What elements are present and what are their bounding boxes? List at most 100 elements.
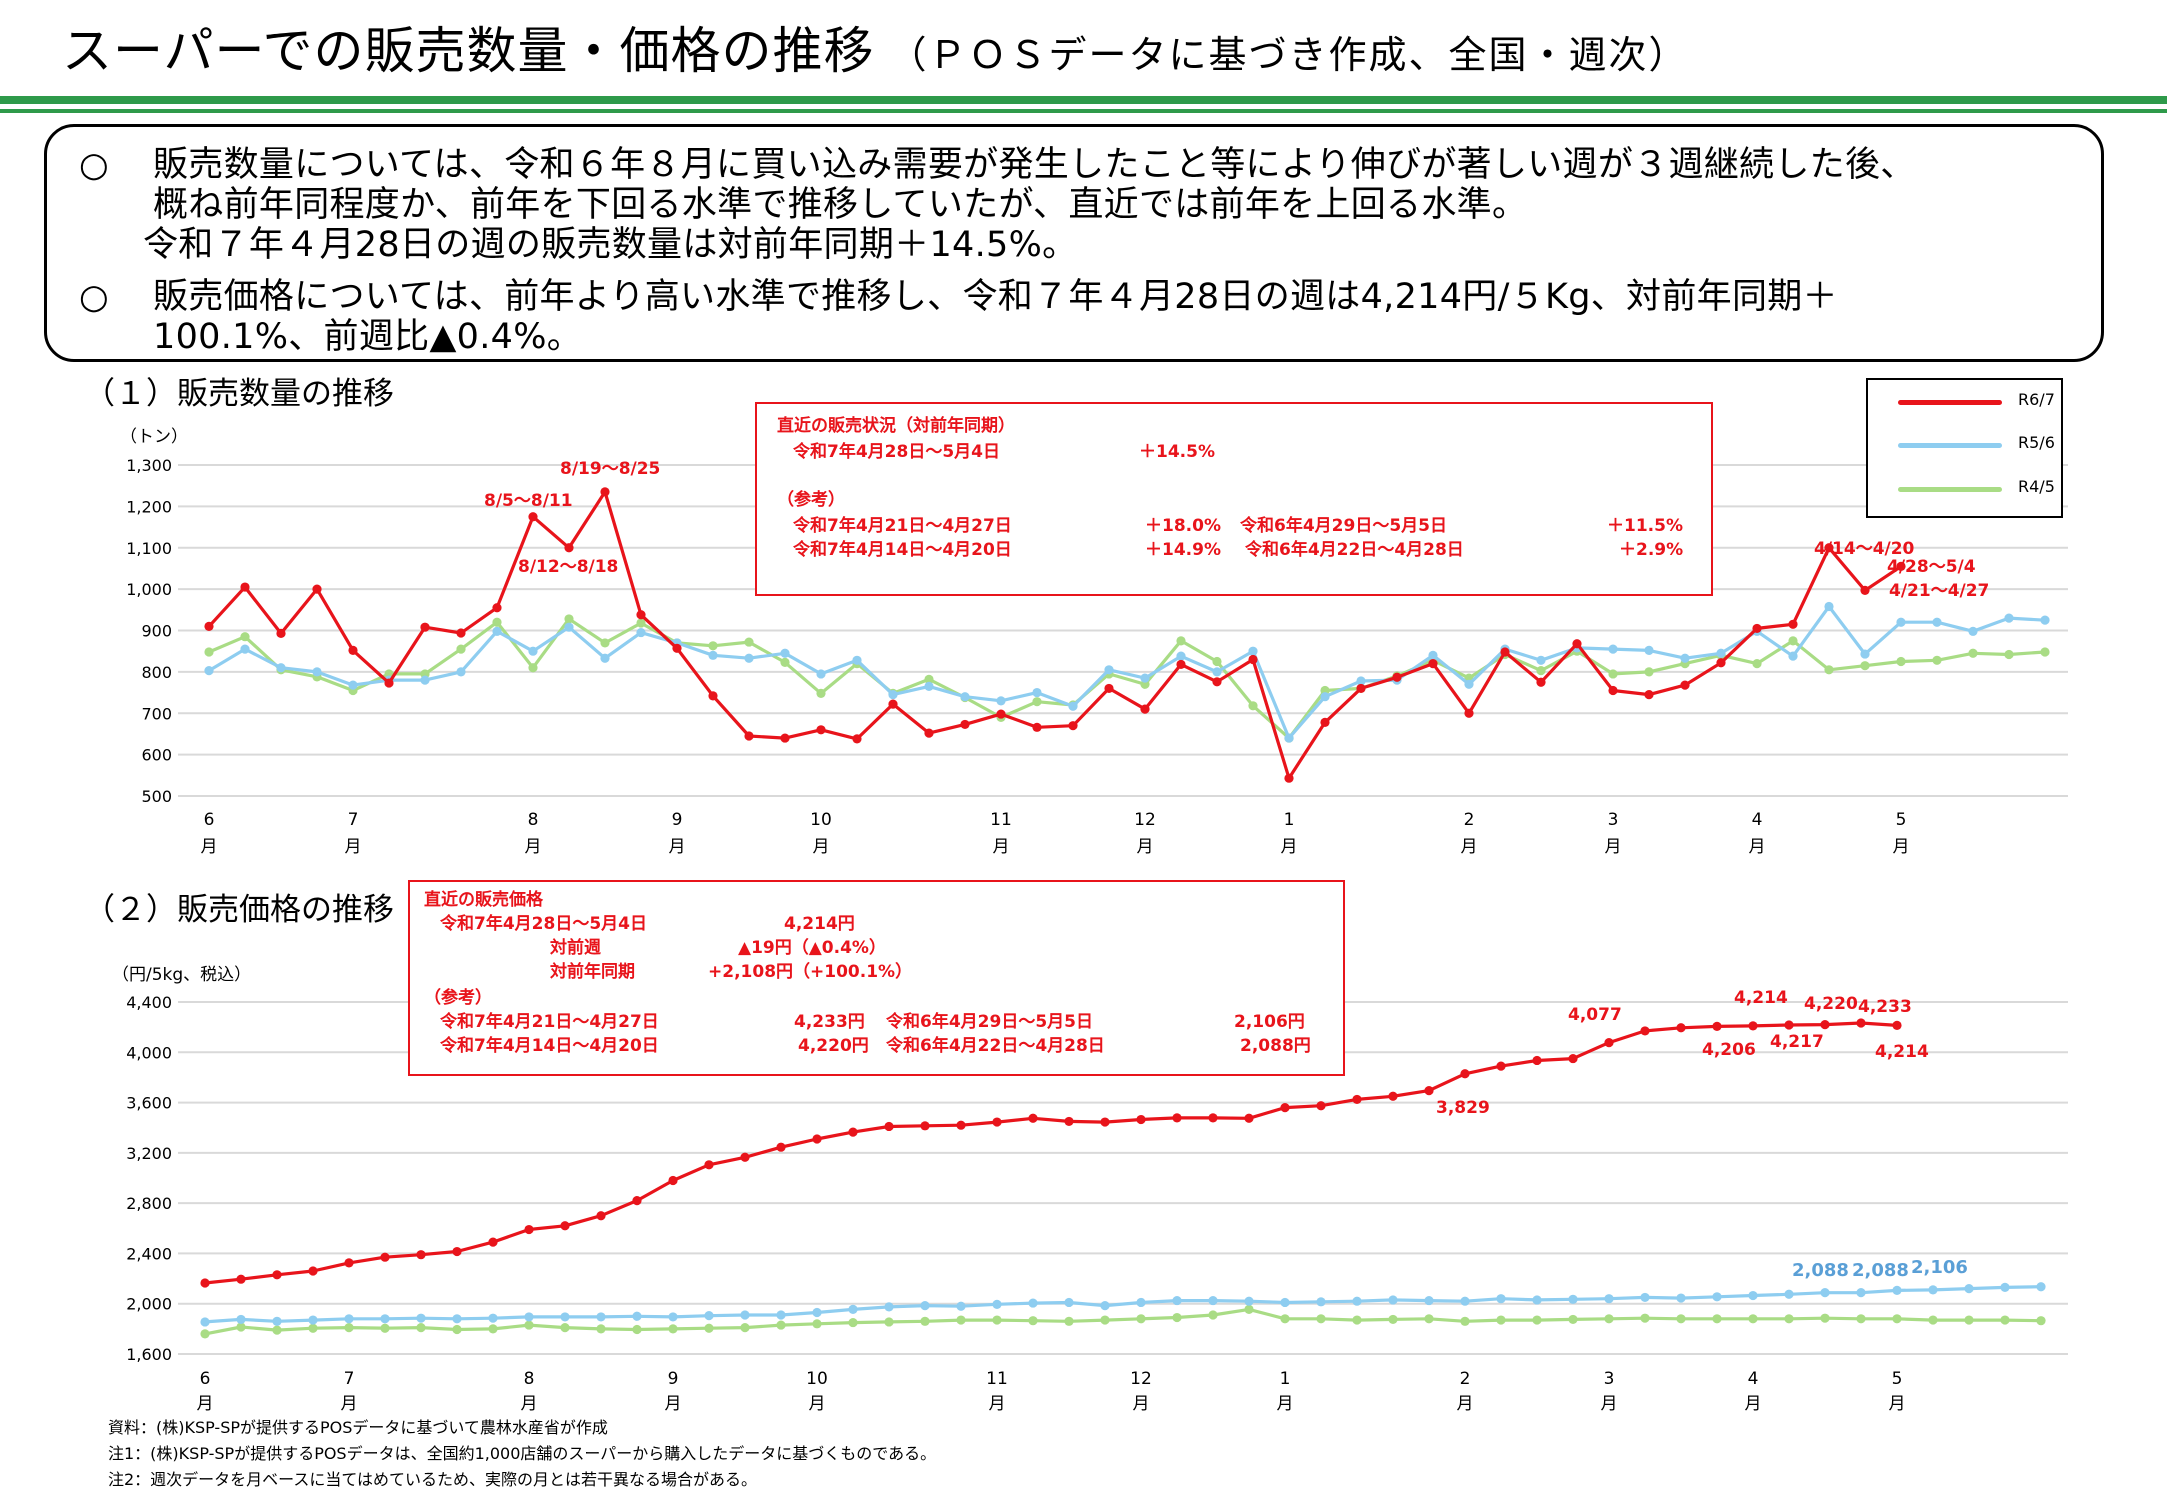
title-main: スーパーでの販売数量・価格の推移 [62,22,875,80]
x-tick-month: 11 [990,810,1012,830]
data-point-R45 [636,618,646,628]
x-tick-month: 9 [672,810,683,830]
price-note-r3-value: 4,220円 [798,1036,869,1056]
data-point-R67 [744,731,754,741]
data-point-R56 [1104,665,1114,675]
annotation-label: 8/5～8/11 [484,491,573,511]
x-tick-month: 4 [1752,810,1763,830]
data-point-R67 [704,1160,714,1170]
data-point-R56 [488,1313,498,1323]
data-point-R45 [1712,1314,1722,1324]
data-point-R45 [1388,1314,1398,1325]
x-tick-month: 10 [806,1369,828,1389]
data-point-R45 [1896,656,1906,667]
data-point-R67 [708,691,718,701]
x-tick-month: 1 [1280,1369,1291,1389]
data-point-R67 [524,1224,534,1235]
price-note-title: 直近の販売価格 [424,890,543,910]
data-point-R56 [1676,1293,1686,1303]
annotation-label: 4/14～4/20 [1814,539,1915,559]
data-point-R67 [1140,704,1150,714]
data-point-R45 [1568,1314,1578,1325]
volume-note-r1-label: 令和7年4月28日～5月4日 [793,442,1000,462]
data-point-R67 [1532,1055,1542,1066]
data-point-R56 [924,681,934,691]
x-tick-month: 8 [524,1369,535,1389]
data-point-R56 [776,1310,786,1320]
data-label: 4,214 [1875,1042,1929,1062]
data-point-R45 [564,614,574,624]
data-point-R67 [1212,677,1222,687]
price-note-yoy-value: +2,108円（+100.1%） [708,962,913,982]
data-point-R67 [632,1196,642,1206]
price-note-box: 直近の販売価格 令和7年4月28日～5月4日 4,214円 対前週 ▲19円（▲… [408,880,1345,1076]
data-point-R67 [272,1270,282,1280]
data-point-R67 [1460,1069,1470,1079]
y-tick-label: 700 [141,704,172,723]
data-point-R56 [920,1301,930,1311]
data-point-R67 [1892,1020,1902,1030]
data-point-R67 [1172,1113,1182,1123]
data-point-R56 [1208,1295,1218,1306]
data-point-R56 [1064,1297,1074,1308]
data-point-R67 [204,621,214,631]
summary-line-4: 販売価格については、前年より高い水準で推移し、令和７年４月28日の週は4,214… [153,277,1838,317]
data-point-R45 [1932,655,1942,665]
data-point-R45 [704,1323,714,1333]
y-tick-label: 500 [141,787,172,806]
data-point-R67 [1644,690,1654,700]
data-point-R56 [1464,679,1474,689]
data-point-R56 [1100,1301,1110,1311]
data-point-R56 [1428,650,1438,660]
data-point-R45 [1892,1314,1902,1324]
data-point-R45 [1496,1315,1506,1325]
x-tick-unit: 月 [809,1394,826,1414]
data-point-R45 [204,647,214,657]
data-point-R67 [1748,1021,1758,1031]
x-tick-unit: 月 [813,837,830,857]
data-point-R45 [1280,1314,1290,1324]
data-point-R67 [960,719,970,730]
data-point-R45 [884,1317,894,1327]
x-tick-month: 7 [344,1369,355,1389]
series-line-R67 [204,1021,1898,1285]
data-point-R45 [380,1323,390,1333]
data-point-R67 [1208,1113,1218,1123]
data-point-R56 [1712,1292,1722,1302]
data-point-R56 [1892,1285,1902,1295]
data-point-R45 [344,1323,354,1333]
data-point-R56 [1032,687,1042,698]
data-point-R67 [848,1127,858,1137]
data-point-R56 [1568,1294,1578,1304]
data-point-R45 [1964,1315,1974,1325]
x-tick-unit: 月 [669,837,686,857]
data-point-R45 [1100,1315,1110,1325]
data-point-R67 [636,610,646,620]
data-point-R56 [344,1314,354,1324]
data-point-R67 [1104,683,1114,694]
data-point-R67 [1680,680,1690,690]
data-point-R45 [708,641,718,651]
data-label: 4,220 [1804,994,1858,1014]
data-point-R56 [1896,617,1906,627]
data-point-R45 [1644,667,1654,677]
data-point-R67 [492,603,502,613]
price-note-r3-prev-label: 令和6年4月22日～4月28日 [886,1036,1105,1056]
x-tick-unit: 月 [665,1394,682,1414]
data-point-R67 [1176,659,1186,670]
volume-note-box: 直近の販売状況（対前年同期） 令和7年4月28日～5月4日 ＋14.5% （参考… [755,402,1713,596]
data-point-R67 [888,699,898,709]
data-point-R56 [668,1312,678,1322]
data-label: 3,829 [1436,1098,1490,1118]
data-point-R56 [1496,1294,1506,1304]
data-point-R67 [672,643,682,653]
data-point-R56 [492,626,502,636]
data-point-R56 [2000,1282,2010,1292]
data-point-R45 [776,1320,786,1330]
data-point-R56 [1716,648,1726,658]
data-point-R67 [1392,672,1402,682]
data-point-R67 [600,487,610,497]
data-point-R56 [852,655,862,665]
data-point-R45 [416,1323,426,1333]
data-point-R67 [668,1175,678,1186]
